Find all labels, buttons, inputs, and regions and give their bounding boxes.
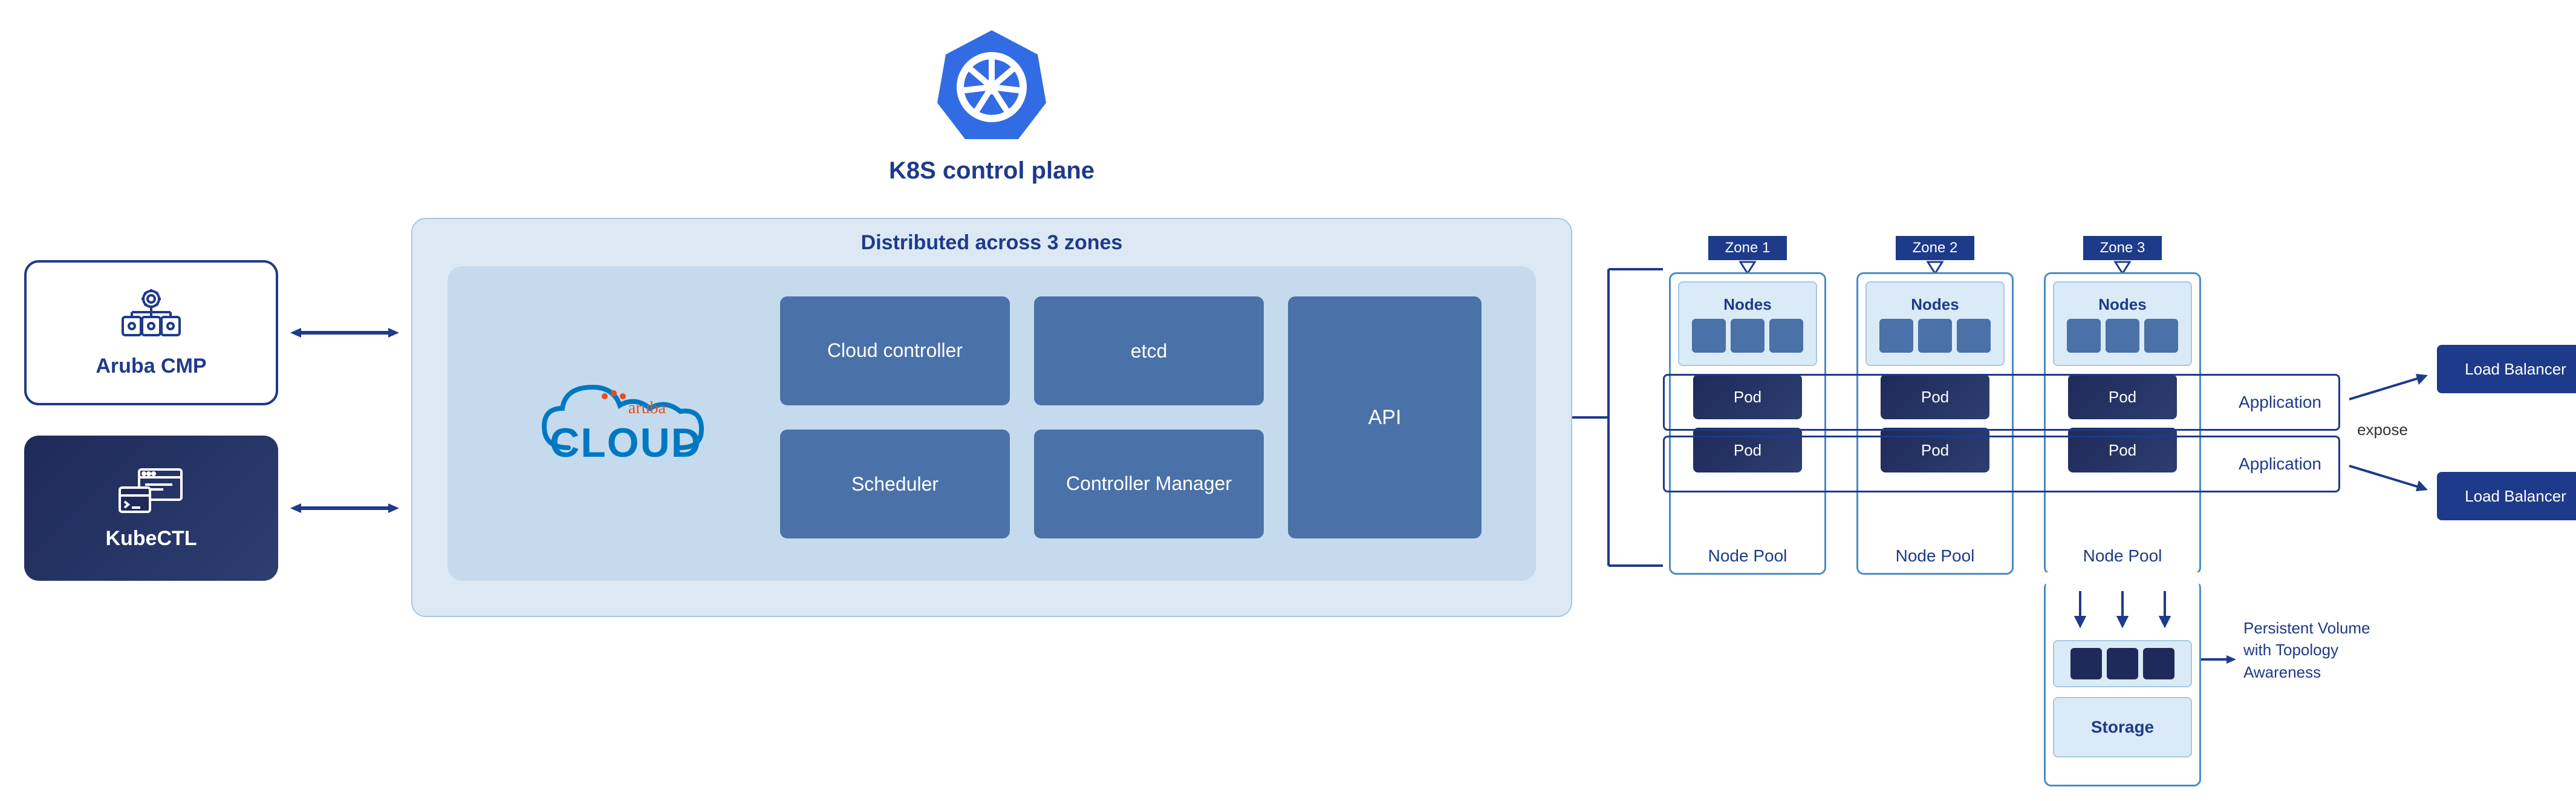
k8s-title: K8S control plane: [810, 157, 1173, 185]
arrow-cmp-to-cp: [290, 321, 399, 345]
zone1-nodes: Nodes: [1678, 281, 1817, 366]
zone3-tag: Zone 3: [2083, 236, 2162, 260]
controller-manager-box: Controller Manager: [1034, 430, 1264, 538]
zone1-pod2: Pod: [1693, 428, 1802, 472]
etcd-label: etcd: [1131, 340, 1167, 362]
api-box: API: [1288, 296, 1482, 538]
arrow-pv-to-text: [2201, 650, 2237, 669]
nodes-label: Nodes: [1723, 295, 1771, 314]
distributed-label: Distributed across 3 zones: [861, 231, 1123, 255]
expose-label: expose: [2346, 420, 2419, 439]
load-balancer-2: Load Balancer: [2437, 472, 2576, 520]
svg-text:aruba: aruba: [628, 399, 666, 417]
scheduler-box: Scheduler: [780, 430, 1010, 538]
zone3-storage-panel: Storage: [2044, 581, 2201, 786]
etcd-box: etcd: [1034, 296, 1264, 405]
load-balancer-1: Load Balancer: [2437, 345, 2576, 393]
api-label: API: [1368, 406, 1402, 430]
cp-to-zones-connector: [1572, 230, 1663, 605]
zone1-tag: Zone 1: [1708, 236, 1787, 260]
aruba-cmp-label: Aruba CMP: [96, 355, 206, 378]
cloud-controller-box: Cloud controller: [780, 296, 1010, 405]
zone1-pod1: Pod: [1693, 374, 1802, 419]
zone3-panel: Nodes Pod Pod Node Pool: [2044, 272, 2201, 575]
storage-box: Storage: [2053, 697, 2192, 757]
arrow-to-lb2: [2346, 460, 2431, 496]
arrow-kubectl-to-cp: [290, 496, 399, 520]
controller-manager-label: Controller Manager: [1066, 471, 1232, 497]
zone2-panel: Nodes Pod Pod Node Pool: [1856, 272, 2014, 575]
aruba-cloud-logo: aruba CLOUD: [508, 363, 738, 484]
arrow-to-lb1: [2346, 369, 2431, 405]
kubectl-label: KubeCTL: [105, 527, 197, 551]
zone2-tag: Zone 2: [1896, 236, 1974, 260]
node-pool-label: Node Pool: [1708, 546, 1787, 566]
cmp-icon: [118, 288, 184, 342]
svg-text:CLOUD: CLOUD: [550, 420, 702, 466]
application-label-2: Application: [2239, 454, 2321, 474]
terminal-icon: [115, 466, 187, 515]
k8s-logo-icon: [931, 24, 1052, 145]
zone1-panel: Nodes Pod Pod Node Pool: [1669, 272, 1826, 575]
aruba-cmp-box: Aruba CMP: [24, 260, 278, 405]
cloud-controller-label: Cloud controller: [827, 338, 963, 364]
application-label-1: Application: [2239, 393, 2321, 412]
pv-text: Persistent Volume with Topology Awarenes…: [2243, 617, 2376, 683]
pv-box: [2053, 640, 2192, 687]
scheduler-label: Scheduler: [851, 473, 938, 495]
storage-arrows-icon: [2053, 588, 2192, 630]
kubectl-box: KubeCTL: [24, 436, 278, 581]
